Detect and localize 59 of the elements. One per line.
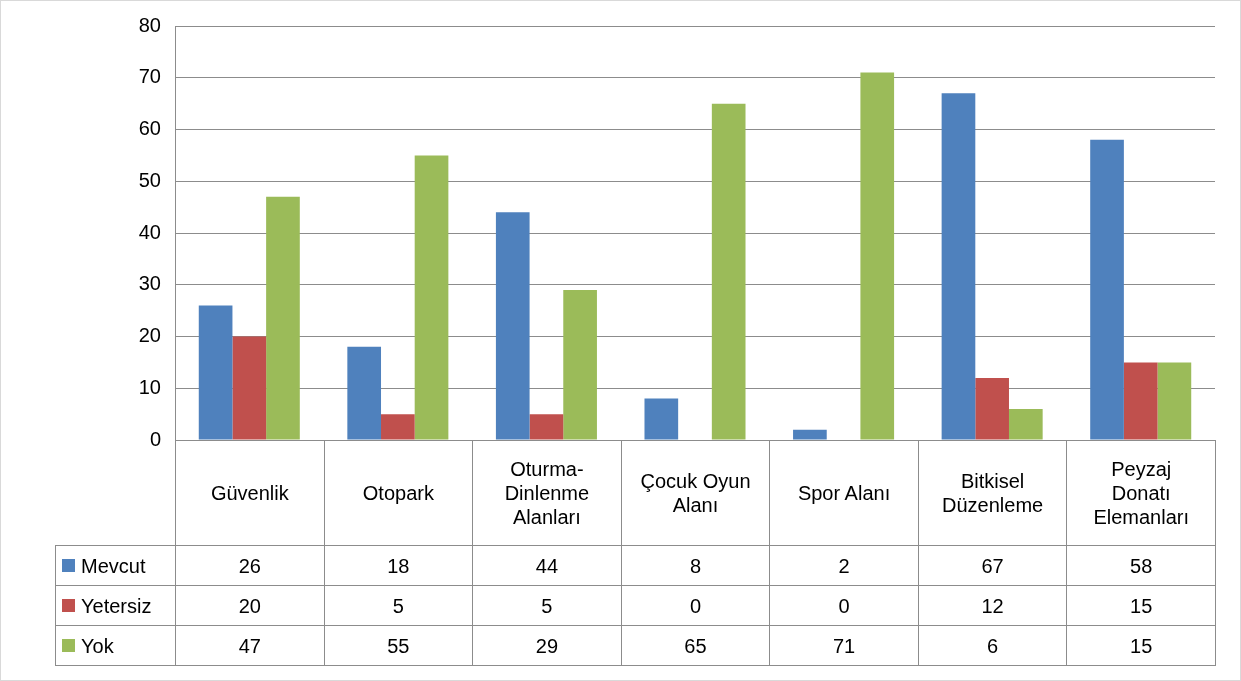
x-tick-label: Güvenlik — [175, 440, 325, 546]
legend-label: Yok — [55, 625, 176, 666]
legend-label: Yetersiz — [55, 585, 176, 626]
data-label: 44 — [472, 545, 622, 586]
y-tick-label: 40 — [138, 220, 161, 243]
x-tick-label: Peyzaj Donatı Elemanları — [1066, 440, 1216, 546]
x-tick-label: Otopark — [323, 440, 474, 546]
data-label: 12 — [917, 585, 1068, 626]
bar — [1157, 362, 1192, 440]
bar — [1008, 408, 1043, 440]
bar — [529, 414, 564, 440]
bar — [860, 72, 895, 440]
data-label: 0 — [620, 585, 771, 626]
bar — [563, 289, 597, 440]
data-label: 55 — [323, 625, 474, 666]
y-tick-label: 50 — [138, 168, 161, 191]
data-label: 5 — [472, 585, 622, 626]
bar — [495, 212, 530, 440]
bar — [232, 336, 267, 440]
bar — [711, 103, 746, 440]
x-tick-label: Bitkisel Düzenleme — [917, 440, 1068, 546]
bar — [1123, 362, 1158, 440]
data-label: 15 — [1066, 585, 1216, 626]
bar — [793, 429, 827, 440]
x-tick-label: Çocuk Oyun Alanı — [620, 440, 771, 546]
data-label: 58 — [1066, 545, 1216, 586]
data-label: 71 — [769, 625, 919, 666]
data-label: 15 — [1066, 625, 1216, 666]
bar — [266, 196, 300, 440]
y-tick-label: 80 — [138, 13, 161, 36]
y-tick-label: 70 — [138, 65, 161, 88]
data-label: 8 — [620, 545, 771, 586]
y-tick-label: 60 — [138, 117, 161, 140]
x-tick-label: Oturma-Dinlenme Alanları — [472, 440, 622, 546]
bar — [414, 155, 449, 440]
data-label: 2 — [769, 545, 919, 586]
bar — [941, 93, 976, 440]
data-label: 0 — [769, 585, 919, 626]
data-label: 20 — [175, 585, 325, 626]
x-tick-label: Spor Alanı — [769, 440, 919, 546]
data-label: 65 — [620, 625, 771, 666]
bar — [1090, 139, 1124, 440]
y-tick-label: 10 — [138, 375, 161, 398]
y-tick-label: 20 — [138, 324, 161, 347]
y-tick-label: 0 — [149, 427, 161, 450]
data-label: 6 — [917, 625, 1068, 666]
data-label: 67 — [917, 545, 1068, 586]
data-label: 47 — [175, 625, 325, 666]
data-label: 5 — [323, 585, 474, 626]
data-label: 26 — [175, 545, 325, 586]
data-label: 29 — [472, 625, 622, 666]
bar — [347, 346, 382, 440]
bar — [644, 398, 679, 440]
data-label: 18 — [323, 545, 474, 586]
bar — [198, 305, 233, 440]
bar — [381, 414, 415, 440]
y-tick-label: 30 — [138, 272, 161, 295]
legend-label: Mevcut — [55, 545, 176, 586]
bar — [975, 377, 1009, 440]
